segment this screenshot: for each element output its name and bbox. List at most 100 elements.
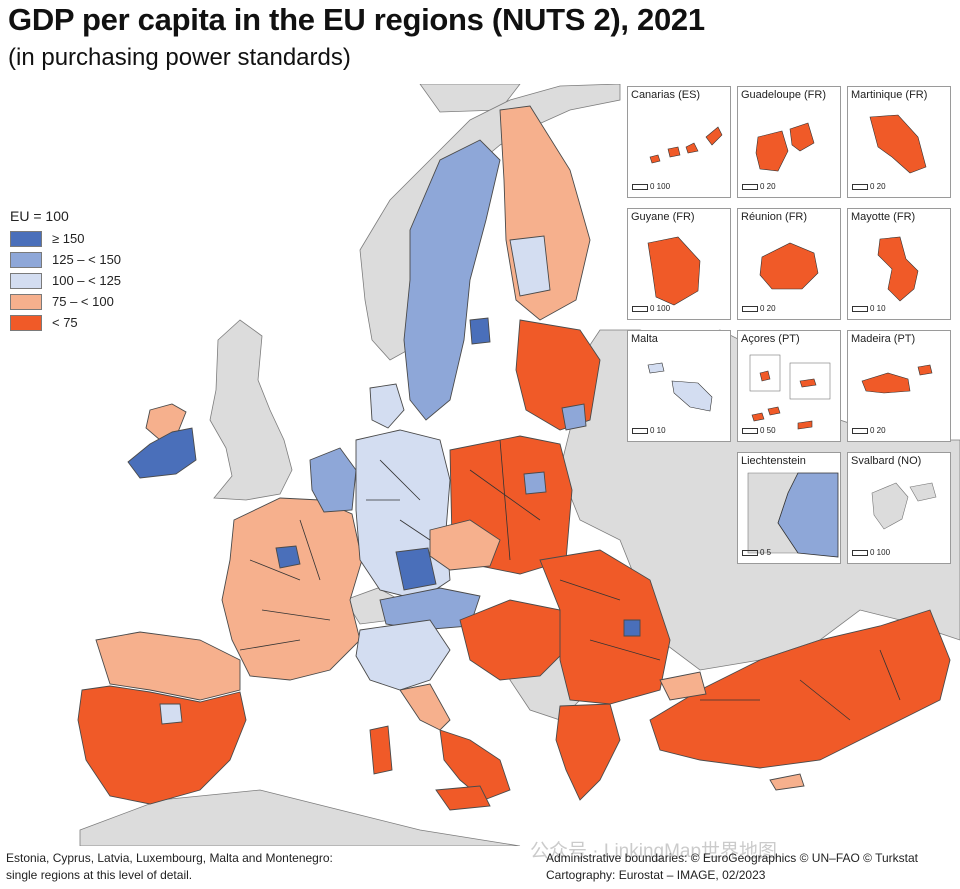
region-baltics — [515, 319, 601, 431]
inset-madeira: Madeira (PT) 0 20 — [847, 330, 951, 442]
scale-value: 100 — [656, 304, 671, 313]
legend-label: < 75 — [52, 315, 78, 330]
europe-map — [0, 83, 960, 847]
scale-bar: 0 100 — [632, 304, 670, 313]
inset-malta-shape — [647, 362, 713, 412]
region-iberia-north — [95, 631, 241, 701]
footnote-left: Estonia, Cyprus, Latvia, Luxembourg, Mal… — [6, 850, 333, 884]
inset-label: Madeira (PT) — [851, 333, 916, 345]
legend-swatch — [10, 314, 42, 331]
scale-value: 100 — [656, 182, 671, 191]
inset-label: Liechtenstein — [741, 455, 806, 467]
europe-map-svg — [77, 83, 960, 847]
region-ile-de-france — [275, 545, 301, 569]
watermark-text: 公众号 · LinkingMap世界地图 — [530, 841, 778, 862]
region-vilnius — [561, 403, 587, 431]
legend-item: 75 – < 100 — [10, 291, 121, 312]
region-romania-bulgaria — [539, 549, 671, 705]
inset-mayotte-shape — [877, 236, 919, 302]
legend-item: ≥ 150 — [10, 228, 121, 249]
scale-bar: 0 20 — [742, 304, 776, 313]
inset-guyane-shape — [647, 236, 701, 306]
scale-bar: 0 5 — [742, 548, 771, 557]
scale-bar: 0 20 — [852, 182, 886, 191]
inset-reunion-shape — [759, 242, 819, 290]
scale-bar: 0 100 — [852, 548, 890, 557]
scale-value: 100 — [876, 548, 891, 557]
footnote-right-line2: Cartography: Eurostat – IMAGE, 02/2023 — [546, 868, 766, 882]
legend-swatch — [10, 251, 42, 268]
scale-bar: 0 10 — [632, 426, 666, 435]
region-hungary-croatia — [459, 599, 567, 681]
region-denmark — [369, 383, 405, 429]
map-title: GDP per capita in the EU regions (NUTS 2… — [8, 2, 705, 37]
legend-title: EU = 100 — [10, 208, 69, 224]
region-czechia — [429, 519, 501, 571]
region-central-italy — [399, 683, 451, 731]
scale-value: 20 — [766, 182, 776, 191]
legend-label: 100 – < 125 — [52, 273, 122, 288]
scale-value: 10 — [656, 426, 666, 435]
region-warsaw — [523, 471, 547, 495]
region-north-italy — [355, 619, 451, 691]
inset-label: Canarias (ES) — [631, 89, 701, 101]
scale-value: 20 — [876, 182, 886, 191]
inset-label: Mayotte (FR) — [851, 211, 916, 223]
scale-bar: 0 50 — [742, 426, 776, 435]
inset-acores: Açores (PT) 0 50 — [737, 330, 841, 442]
inset-canarias: Canarias (ES) 0 100 — [627, 86, 731, 198]
inset-label: Guyane (FR) — [631, 211, 695, 223]
legend-label: 125 – < 150 — [52, 252, 122, 267]
footnote-left-line1: Estonia, Cyprus, Latvia, Luxembourg, Mal… — [6, 851, 333, 865]
region-turkey — [649, 609, 951, 769]
inset-mayotte: Mayotte (FR) 0 10 — [847, 208, 951, 320]
inset-madeira-shape — [861, 364, 933, 394]
inset-guadeloupe-shape — [755, 122, 815, 172]
footnote-right-line1: Administrative boundaries: © EuroGeograp… — [546, 851, 919, 865]
inset-liechtenstein: Liechtenstein 0 5 — [737, 452, 841, 564]
inset-label: Réunion (FR) — [741, 211, 808, 223]
scale-value: 10 — [876, 304, 886, 313]
legend-item: 100 – < 125 — [10, 270, 121, 291]
legend: EU = 100 ≥ 150 125 – < 150 100 – < 125 7… — [10, 208, 121, 333]
region-stockholm — [469, 317, 491, 345]
region-cyprus — [769, 773, 805, 791]
region-ireland-east — [127, 427, 197, 479]
footnote-left-line2: single regions at this level of detail. — [6, 868, 193, 882]
legend-swatch — [10, 293, 42, 310]
inset-acores-shape — [749, 354, 831, 430]
scale-value: 50 — [766, 426, 776, 435]
region-bucharest — [623, 619, 641, 637]
legend-item: 125 – < 150 — [10, 249, 121, 270]
region-south-italy — [439, 729, 511, 801]
inset-label: Svalbard (NO) — [851, 455, 922, 467]
inset-svalbard-shape — [871, 482, 937, 530]
inset-guadeloupe: Guadeloupe (FR) 0 20 — [737, 86, 841, 198]
inset-martinique: Martinique (FR) 0 20 — [847, 86, 951, 198]
region-istanbul — [659, 671, 707, 701]
inset-malta: Malta 0 10 — [627, 330, 731, 442]
uk-land — [209, 319, 293, 501]
legend-label: 75 – < 100 — [52, 294, 114, 309]
region-benelux — [309, 447, 357, 513]
inset-martinique-shape — [869, 114, 927, 174]
region-france — [221, 497, 363, 681]
inset-label: Açores (PT) — [741, 333, 800, 345]
scale-value: 5 — [766, 548, 772, 557]
region-borders-west — [239, 459, 431, 651]
scale-bar: 0 10 — [852, 304, 886, 313]
scale-bar: 0 20 — [852, 426, 886, 435]
map-subtitle: (in purchasing power standards) — [8, 44, 351, 71]
scale-bar: 0 100 — [632, 182, 670, 191]
inset-liechtenstein-shape — [747, 472, 839, 558]
region-helsinki — [509, 235, 551, 297]
region-sardinia — [369, 725, 393, 775]
inset-guyane: Guyane (FR) 0 100 — [627, 208, 731, 320]
legend-label: ≥ 150 — [52, 231, 85, 246]
inset-label: Martinique (FR) — [851, 89, 928, 101]
scale-value: 20 — [766, 304, 776, 313]
inset-label: Malta — [631, 333, 658, 345]
inset-reunion: Réunion (FR) 0 20 — [737, 208, 841, 320]
legend-swatch — [10, 230, 42, 247]
legend-item: < 75 — [10, 312, 121, 333]
